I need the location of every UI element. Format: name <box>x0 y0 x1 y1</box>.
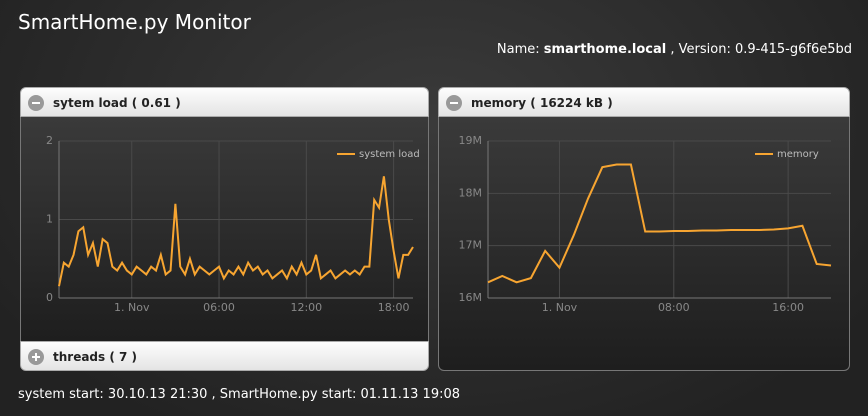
legend-label: system load <box>359 149 420 160</box>
host-name: smarthome.local <box>543 42 667 57</box>
panel-header[interactable]: sytem load ( 0.61 ) <box>20 87 429 117</box>
x-tick-label: 1. Nov <box>542 301 578 314</box>
x-tick-label: 12:00 <box>290 301 322 314</box>
version: 0.9-415-g6f6e5bd <box>734 42 852 57</box>
x-tick-label: 16:00 <box>772 301 804 314</box>
host-info: Name: smarthome.local , Version: 0.9-415… <box>497 42 852 57</box>
name-label: Name: <box>496 42 540 57</box>
y-tick-label: 2 <box>46 134 53 147</box>
panel-title: memory ( 16224 kB ) <box>471 96 613 110</box>
panel-header[interactable]: threads ( 7 ) <box>20 341 429 371</box>
y-tick-label: 1 <box>46 213 53 226</box>
x-tick-label: 1. Nov <box>114 301 150 314</box>
x-tick-label: 08:00 <box>658 301 690 314</box>
footer: system start: 30.10.13 21:30 , SmartHome… <box>18 387 461 402</box>
legend-label: memory <box>777 149 819 160</box>
y-tick-label: 19M <box>459 134 483 147</box>
y-tick-label: 18M <box>459 186 483 199</box>
x-tick-label: 18:00 <box>378 301 410 314</box>
panel-title: sytem load ( 0.61 ) <box>53 96 181 110</box>
version-label: , Version: <box>670 42 731 57</box>
memory-chart: 16M 17M 18M 19M 1. Nov 08:00 16:00 memory <box>438 117 850 371</box>
series-line <box>487 163 832 284</box>
x-tick-label: 06:00 <box>203 301 235 314</box>
panel-title: threads ( 7 ) <box>53 350 138 364</box>
series-line <box>58 176 414 287</box>
load-chart: 0 1 2 1. Nov 06:00 12:00 18:00 system load <box>20 117 429 341</box>
y-tick-label: 0 <box>46 291 53 304</box>
app-title: SmartHome.py Monitor <box>18 10 251 34</box>
y-tick-label: 16M <box>459 291 483 304</box>
panel-header[interactable]: memory ( 16224 kB ) <box>438 87 850 117</box>
y-tick-label: 17M <box>459 239 483 252</box>
